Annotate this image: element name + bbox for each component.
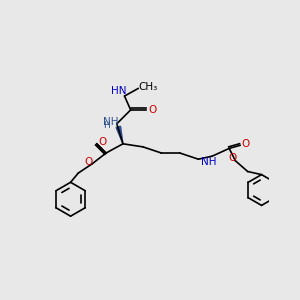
Text: NH: NH — [201, 157, 217, 167]
Text: H: H — [103, 121, 110, 130]
Text: CH₃: CH₃ — [138, 82, 157, 92]
Text: O: O — [84, 157, 92, 167]
Text: O: O — [98, 137, 106, 147]
Text: NH: NH — [103, 117, 118, 127]
Text: HN: HN — [111, 86, 127, 96]
Text: O: O — [228, 153, 236, 164]
Text: O: O — [241, 139, 250, 149]
Text: O: O — [148, 105, 156, 115]
Polygon shape — [116, 126, 123, 144]
